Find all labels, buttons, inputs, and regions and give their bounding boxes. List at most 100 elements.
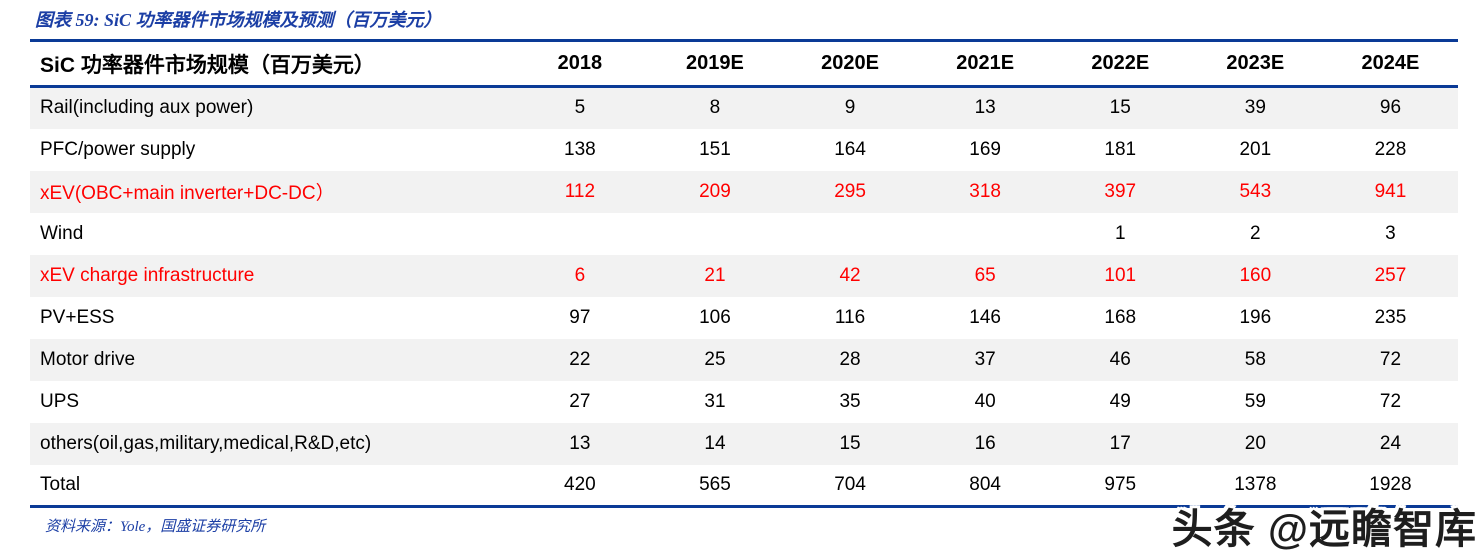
value-cell: 1 [1114,222,1126,244]
value-cell: 15 [839,432,861,454]
value-cell: 318 [969,180,1001,202]
value-cell: 2 [1250,222,1261,244]
value-cell: 28 [839,348,861,370]
value-cell: 37 [974,348,996,370]
table-row: PV+ESS 97 106 116 146 168 196 235 [30,297,1458,339]
table-row: xEV(OBC+main inverter+DC-DC） 112 209 295 318… [30,170,1458,213]
value-cell: 42 [839,264,861,286]
value-cell: 941 [1374,180,1407,202]
value-cell: 59 [1244,390,1266,412]
value-cell: 24 [1379,432,1402,454]
value-cell: 295 [834,180,866,202]
value-cell: 228 [1374,138,1407,160]
value-cell: 15 [1109,97,1131,119]
value-cell: 40 [974,390,996,412]
year-column-header: 2022E [1091,52,1150,74]
value-cell: 39 [1244,97,1266,119]
value-cell: 58 [1244,348,1266,370]
value-cell: 181 [1104,138,1137,160]
value-cell: 209 [699,180,731,202]
value-cell: 106 [699,306,731,328]
value-cell: 804 [969,473,1001,495]
value-cell: 31 [704,390,726,412]
row-label: UPS [40,390,80,412]
value-cell: 138 [564,138,596,160]
value-cell: 257 [1374,264,1407,286]
table-body: Rail(including aux power) 5 8 9 13 15 39 96 PFC/… [30,86,1458,507]
value-cell: 72 [1379,348,1402,370]
value-cell: 21 [704,264,726,286]
figure-title: 图表 59: SiC 功率器件市场规模及预测（百万美元） [35,10,442,30]
year-column-header: 2024E [1361,52,1420,74]
value-cell: 151 [699,138,731,160]
value-cell: 565 [699,473,731,495]
value-cell [512,213,647,255]
value-cell: 25 [704,348,726,370]
table-row: Motor drive 22 25 28 37 46 58 72 [30,338,1458,381]
row-label: Wind [40,222,84,244]
value-cell: 704 [834,473,866,495]
value-cell: 196 [1239,306,1272,328]
value-cell: 235 [1374,306,1407,328]
value-cell: 16 [974,432,996,454]
year-column-header: 2019E [686,52,744,74]
table-header: SiC 功率器件市场规模（百万美元） 2018 2019E 2020E 2021E 202… [30,41,1458,87]
year-column-header: 2023E [1226,52,1285,74]
value-cell: 35 [839,390,861,412]
value-cell: 1928 [1369,473,1412,495]
table-row: others(oil,gas,military,medical,R&D,etc)… [30,422,1458,465]
value-cell: 9 [844,97,856,119]
value-cell [783,213,918,255]
row-label: Rail(including aux power) [40,97,254,119]
value-cell: 116 [834,306,866,328]
market-size-table: SiC 功率器件市场规模（百万美元） 2018 2019E 2020E 2021E 202… [30,39,1458,508]
value-cell: 168 [1104,306,1137,328]
value-cell [918,213,1053,255]
value-cell: 975 [1104,473,1137,495]
source-note: 资料来源：Yole，国盛证券研究所 [45,519,266,535]
value-cell: 20 [1244,432,1266,454]
value-cell: 13 [974,97,996,119]
header-row: SiC 功率器件市场规模（百万美元） 2018 2019E 2020E 2021E 202… [30,41,1458,87]
table-row: Rail(including aux power) 5 8 9 13 15 39 96 [30,86,1458,129]
value-cell: 146 [969,306,1001,328]
value-cell: 6 [574,264,586,286]
value-cell: 8 [709,97,721,119]
table-row: xEV charge infrastructure 6 21 42 65 101 160 25… [30,254,1458,297]
value-cell: 160 [1239,264,1272,286]
row-label: PFC/power supply [40,138,196,160]
value-cell: 543 [1239,180,1272,202]
value-cell: 17 [1109,432,1131,454]
value-cell: 65 [974,264,996,286]
row-label: Total [40,473,81,495]
value-cell: 46 [1109,348,1131,370]
year-column-header: 2018 [557,52,603,74]
value-cell: 22 [569,348,591,370]
row-label: xEV(OBC+main inverter+DC-DC） [40,183,335,204]
row-label: xEV charge infrastructure [40,264,255,286]
value-cell: 397 [1104,180,1137,202]
value-cell: 72 [1379,390,1402,412]
value-cell: 169 [969,138,1001,160]
value-cell: 49 [1109,390,1131,412]
value-cell: 96 [1379,97,1402,119]
row-label: Motor drive [40,348,136,370]
value-cell: 13 [569,432,591,454]
value-cell: 14 [704,432,726,454]
year-column-header: 2020E [821,52,879,74]
table-row: Total 420 565 704 804 975 1378 1928 [30,465,1458,507]
table-title-cell: SiC 功率器件市场规模（百万美元） [40,53,375,77]
table-row: UPS 27 31 35 40 49 59 72 [30,381,1458,423]
value-cell: 201 [1239,138,1272,160]
table-row: Wind 1 2 3 [30,213,1458,255]
watermark: 头条 @远瞻智库 [1171,506,1475,552]
value-cell: 101 [1104,264,1137,286]
value-cell: 5 [574,97,586,119]
row-label: others(oil,gas,military,medical,R&D,etc) [40,432,372,454]
value-cell: 1378 [1234,473,1277,495]
value-cell [647,213,782,255]
value-cell: 112 [564,180,596,202]
value-cell: 3 [1385,222,1396,244]
value-cell: 420 [564,473,596,495]
value-cell: 164 [834,138,866,160]
